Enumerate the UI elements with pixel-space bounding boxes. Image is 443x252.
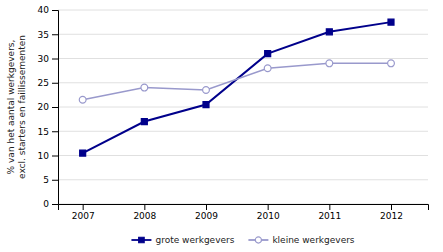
plot: 2007 2008 2009 2010 2011 2012 0 5 10 15 20 25 30 35 40 [38,5,429,221]
tick-label: 2008 [133,211,156,221]
tick-label: 15 [38,127,49,137]
point [388,60,395,67]
tick: 2011 [318,204,341,221]
tick: 2012 [380,204,403,221]
legend: grote werkgevers kleine werkgevers [131,235,354,245]
axis-line [59,205,429,211]
tick-label: 30 [38,54,50,64]
point [203,87,210,94]
point [203,102,209,108]
marks [79,19,394,156]
tick: 5 [43,175,58,185]
grid-line [58,34,428,35]
grid-line [58,179,428,180]
tick-mark [52,34,58,35]
tick: 2008 [133,204,156,221]
legend-label: kleine werkgevers [272,235,354,245]
point [80,150,86,156]
point [326,60,333,67]
tick-label: 25 [38,78,49,88]
tick: 2010 [257,204,280,221]
legend-marker [255,237,261,243]
tick: 25 [38,78,58,88]
point [388,19,394,25]
legend-marker [139,237,144,242]
tick: 35 [38,30,58,40]
tick: 15 [38,127,58,137]
tick: 0 [43,199,58,209]
tick-label: 2011 [318,211,341,221]
tick: 10 [38,151,58,161]
tick-label: 0 [43,199,49,209]
tick-mark [144,204,145,210]
grid-line [58,58,428,59]
tick-mark [52,156,58,157]
grid-line [58,10,428,11]
point [265,51,271,57]
point [264,65,271,72]
tick-label: 20 [38,102,50,112]
x-axis: 2007 2008 2009 2010 2011 2012 [59,204,429,221]
tick: 20 [38,102,58,112]
tick-mark [391,204,392,210]
grid-line [58,155,428,156]
point [141,119,147,125]
tick-mark [52,204,58,205]
tick-label: 2007 [72,211,95,221]
tick-mark [52,131,58,132]
tick-mark [52,10,58,11]
tick: 2007 [72,204,95,221]
tick: 30 [38,54,58,64]
tick-mark [329,204,330,210]
tick-mark [52,59,58,60]
tick-mark [83,204,84,210]
tick: 40 [38,5,58,15]
axis-line [52,11,59,205]
tick-mark [268,204,269,210]
tick-mark [52,180,58,181]
y-axis: 0 5 10 15 20 25 30 35 40 [38,5,59,209]
chart: 2007 2008 2009 2010 2011 2012 0 5 10 15 20 25 30 35 40… [0,0,443,252]
tick-mark [52,107,58,108]
tick-label: 40 [38,5,50,15]
tick: 2009 [195,204,218,221]
grid-line [58,107,428,108]
tick-mark [206,204,207,210]
series-markers [79,60,394,103]
series-line [83,63,391,99]
grid-line [58,82,428,83]
tick-label: 2010 [257,211,280,221]
tick-label: 2012 [380,211,403,221]
legend-label: grote werkgevers [155,235,234,245]
series-line [83,22,391,153]
tick-label: 35 [38,30,49,40]
y-axis-title: % van het aantal werkgevers,excl. starte… [6,35,27,179]
legend-item: kleine werkgevers [248,235,354,245]
grid-line [58,131,428,132]
tick-mark [52,83,58,84]
tick-label: 10 [38,151,50,161]
series-markers [80,19,394,156]
point [79,96,86,103]
legend-item: grote werkgevers [131,235,234,245]
tick-label: 2009 [195,211,218,221]
point [326,29,332,35]
point [141,84,148,91]
tick-label: 5 [43,175,49,185]
grid [58,10,428,204]
